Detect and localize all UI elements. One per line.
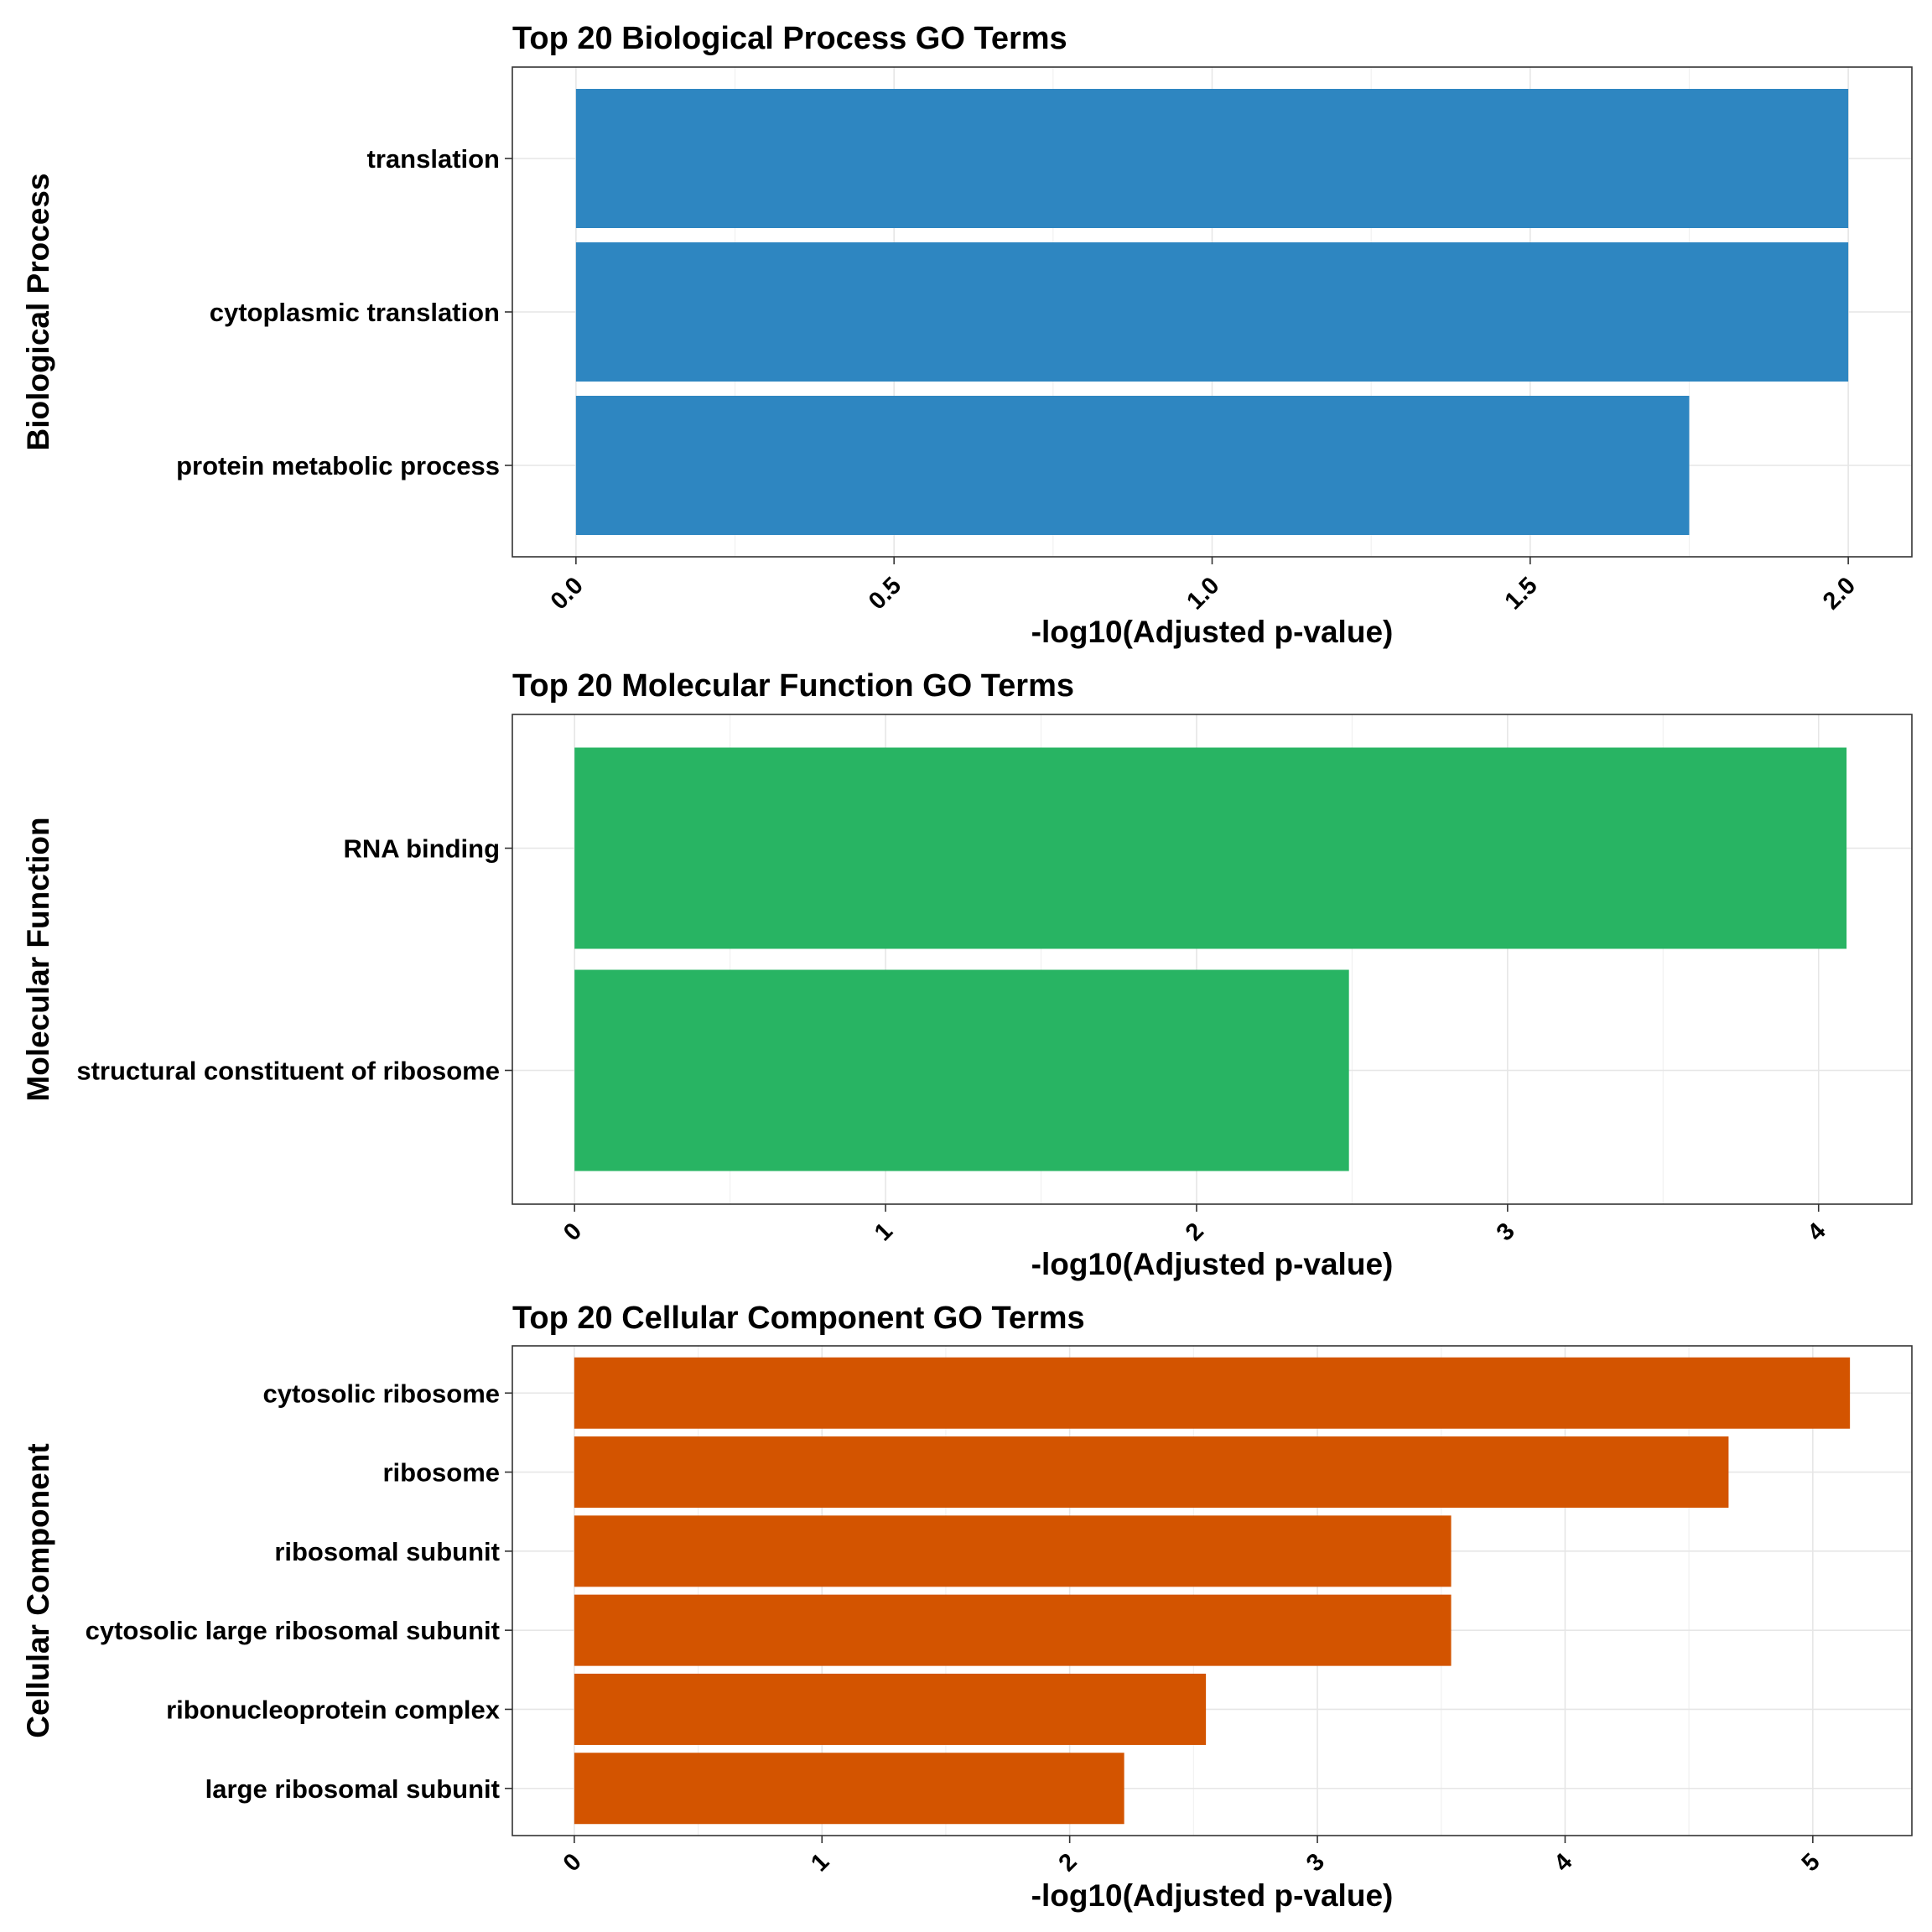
bar-6	[574, 1753, 1124, 1825]
bar-3	[575, 396, 1690, 535]
x-tick-label: 0.5	[864, 572, 906, 615]
category-label: cytosolic ribosome	[262, 1379, 500, 1408]
panel-border	[512, 714, 1913, 1205]
x-tick-label: 2	[1181, 1218, 1209, 1246]
bar-1	[574, 747, 1847, 949]
category-label: ribosomal subunit	[274, 1537, 500, 1566]
category-label: cytoplasmic translation	[210, 298, 500, 327]
x-tick-label: 0.0	[546, 572, 589, 615]
bar-1	[574, 1357, 1851, 1429]
panel-border	[512, 1345, 1913, 1836]
x-tick-label: 3	[1492, 1218, 1520, 1246]
x-axis-title: -log10(Adjusted p-value)	[1031, 1878, 1394, 1913]
x-tick-label: 1.0	[1182, 572, 1224, 615]
chart-panel-3: cytosolic ribosome ribosome ribosomal subu…	[21, 1301, 1913, 1913]
chart-title: Top 20 Biological Process GO Terms	[512, 21, 1067, 56]
x-axis-title: -log10(Adjusted p-value)	[1031, 615, 1394, 649]
category-label: ribosome	[382, 1458, 500, 1488]
y-axis-title: Biological Process	[21, 173, 55, 450]
x-tick-label: 1.5	[1500, 572, 1543, 615]
bar-4	[574, 1594, 1452, 1666]
bar-1	[575, 89, 1849, 228]
category-label: cytosolic large ribosomal subunit	[86, 1616, 500, 1645]
bar-5	[574, 1673, 1207, 1745]
y-axis-title: Molecular Function	[21, 817, 55, 1101]
x-tick-label: 4	[1803, 1218, 1831, 1246]
x-tick-label: 2	[1054, 1848, 1083, 1877]
x-tick-label: 3	[1301, 1848, 1330, 1877]
x-tick-label: 5	[1797, 1848, 1826, 1877]
category-label: structural constituent of ribosome	[76, 1057, 500, 1086]
x-tick-label: 2.0	[1818, 572, 1861, 615]
category-label: protein metabolic process	[176, 451, 500, 480]
chart-title: Top 20 Cellular Component GO Terms	[512, 1301, 1085, 1336]
bar-2	[575, 242, 1849, 382]
category-label: ribonucleoprotein complex	[166, 1695, 501, 1724]
x-tick-label: 0	[558, 1218, 587, 1246]
x-tick-label: 0	[558, 1848, 587, 1877]
chart-panel-1: translation cytoplasmic translation protei…	[21, 21, 1913, 649]
x-tick-label: 4	[1549, 1848, 1577, 1877]
bar-3	[574, 1515, 1452, 1587]
x-tick-label: 1	[870, 1218, 898, 1246]
x-axis-title: -log10(Adjusted p-value)	[1031, 1247, 1394, 1281]
bar-2	[574, 969, 1349, 1171]
category-label: RNA binding	[343, 834, 500, 864]
bar-2	[574, 1436, 1729, 1509]
x-tick-label: 1	[806, 1848, 834, 1877]
y-axis-title: Cellular Component	[21, 1443, 55, 1738]
category-label: large ribosomal subunit	[205, 1774, 500, 1804]
category-label: translation	[367, 144, 500, 174]
chart-panel-2: RNA binding structural constituent of rib…	[21, 668, 1913, 1281]
chart-title: Top 20 Molecular Function GO Terms	[512, 668, 1074, 704]
